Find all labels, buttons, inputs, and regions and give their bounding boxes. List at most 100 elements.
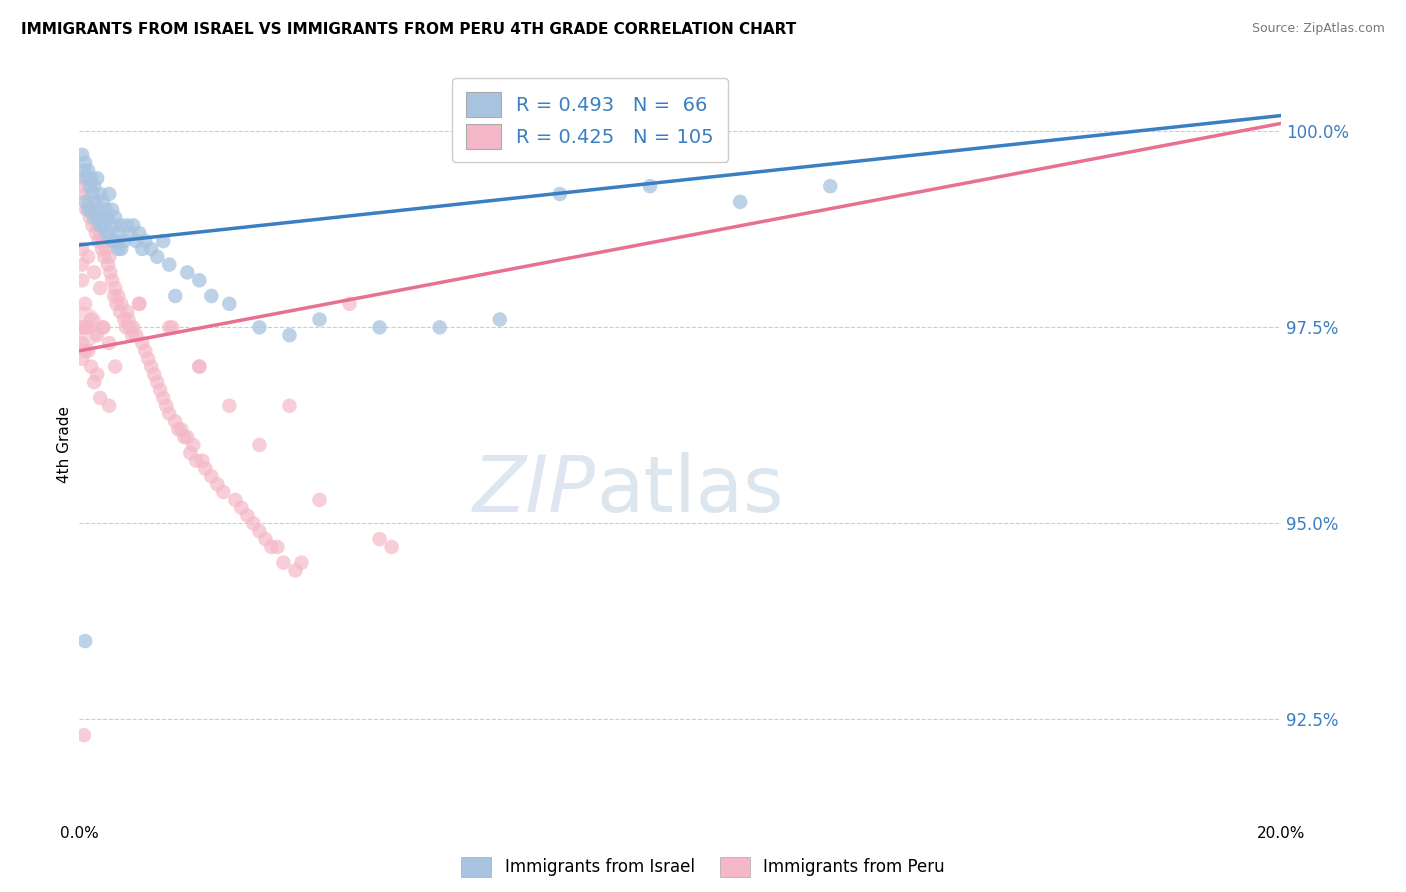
Point	[200, 289, 222, 303]
Point	[157, 258, 180, 272]
Point	[194, 461, 217, 475]
Point	[86, 368, 108, 382]
Point	[179, 446, 201, 460]
Point	[110, 242, 132, 256]
Point	[104, 234, 127, 248]
Point	[146, 250, 169, 264]
Point	[231, 500, 253, 515]
Point	[70, 336, 93, 351]
Point	[236, 508, 259, 523]
Point	[207, 477, 229, 491]
Point	[70, 258, 93, 272]
Point	[728, 194, 751, 209]
Point	[75, 155, 97, 169]
Point	[115, 219, 138, 233]
Point	[97, 258, 120, 272]
Point	[254, 532, 277, 546]
Point	[110, 219, 132, 233]
Point	[128, 226, 150, 240]
Point	[122, 320, 145, 334]
Point	[96, 242, 118, 256]
Point	[70, 242, 93, 256]
Point	[80, 202, 103, 217]
Point	[273, 556, 295, 570]
Point	[86, 328, 108, 343]
Point	[165, 289, 187, 303]
Point	[75, 297, 97, 311]
Point	[107, 289, 129, 303]
Point	[141, 242, 163, 256]
Point	[638, 179, 661, 194]
Point	[91, 320, 114, 334]
Point	[128, 297, 150, 311]
Point	[290, 556, 312, 570]
Point	[141, 359, 163, 374]
Point	[103, 289, 125, 303]
Point	[86, 171, 108, 186]
Point	[70, 351, 93, 366]
Point	[89, 391, 111, 405]
Point	[75, 320, 97, 334]
Point	[181, 438, 204, 452]
Point	[75, 171, 97, 186]
Point	[242, 516, 264, 531]
Point	[121, 328, 143, 343]
Point	[212, 485, 235, 500]
Point	[77, 343, 100, 358]
Point	[167, 422, 190, 436]
Point	[247, 320, 270, 334]
Point	[125, 234, 148, 248]
Point	[100, 265, 122, 279]
Point	[224, 492, 246, 507]
Point	[429, 320, 451, 334]
Point	[96, 226, 118, 240]
Point	[308, 312, 330, 326]
Text: ZIP: ZIP	[472, 452, 596, 528]
Point	[176, 430, 198, 444]
Point	[73, 163, 96, 178]
Point	[70, 148, 93, 162]
Point	[188, 359, 211, 374]
Point	[89, 281, 111, 295]
Point	[91, 219, 114, 233]
Point	[162, 320, 184, 334]
Text: Source: ZipAtlas.com: Source: ZipAtlas.com	[1251, 22, 1385, 36]
Point	[260, 540, 283, 554]
Point	[83, 211, 105, 225]
Point	[104, 211, 127, 225]
Point	[176, 265, 198, 279]
Point	[186, 453, 208, 467]
Point	[86, 219, 108, 233]
Point	[165, 414, 187, 428]
Point	[308, 492, 330, 507]
Point	[80, 312, 103, 326]
Point	[107, 226, 129, 240]
Point	[87, 202, 110, 217]
Point	[104, 281, 127, 295]
Point	[152, 234, 174, 248]
Point	[101, 202, 124, 217]
Point	[89, 186, 111, 201]
Point	[131, 336, 153, 351]
Point	[75, 186, 97, 201]
Point	[75, 343, 97, 358]
Point	[117, 312, 139, 326]
Point	[284, 564, 307, 578]
Point	[70, 171, 93, 186]
Point	[155, 399, 177, 413]
Point	[80, 171, 103, 186]
Point	[136, 351, 159, 366]
Point	[110, 297, 132, 311]
Y-axis label: 4th Grade: 4th Grade	[58, 407, 72, 483]
Point	[125, 328, 148, 343]
Point	[103, 219, 125, 233]
Point	[218, 297, 240, 311]
Point	[112, 234, 135, 248]
Point	[191, 453, 214, 467]
Point	[101, 273, 124, 287]
Point	[98, 186, 121, 201]
Point	[91, 234, 114, 248]
Point	[115, 304, 138, 318]
Point	[173, 430, 195, 444]
Point	[89, 219, 111, 233]
